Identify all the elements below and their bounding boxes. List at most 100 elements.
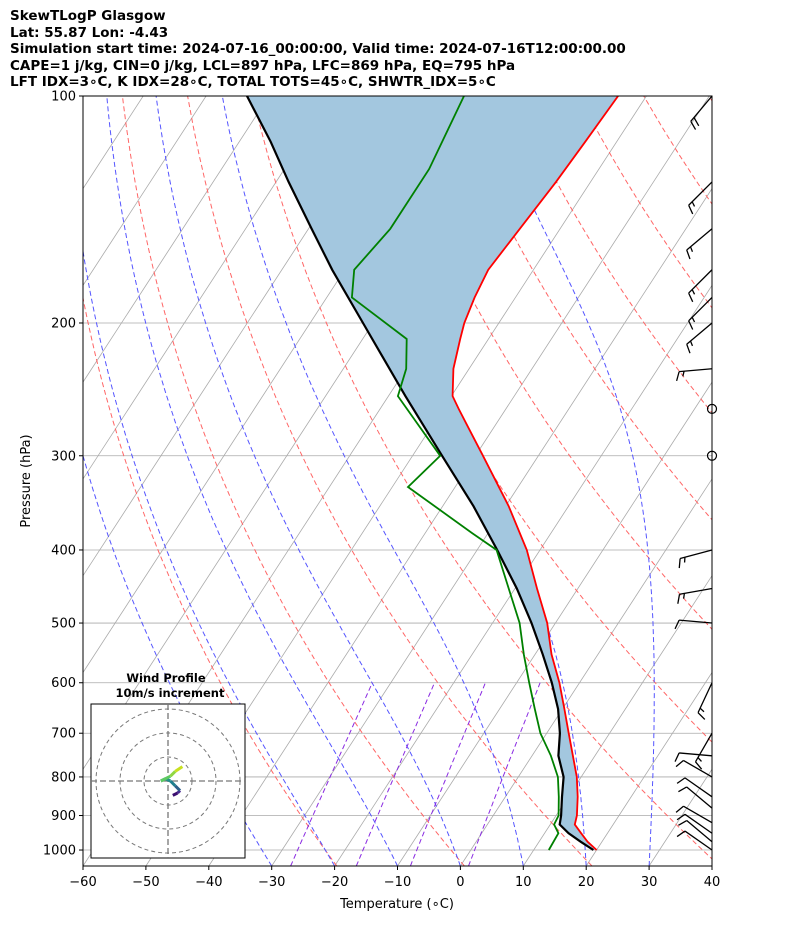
wind-barb-flag	[688, 292, 694, 303]
wind-barb-staff	[686, 786, 713, 809]
y-tick-label: 1000	[43, 844, 76, 859]
wind-barb-flag	[697, 712, 706, 720]
wind-barb-half	[697, 757, 702, 762]
wind-barb-half	[682, 371, 685, 377]
hodograph-segment	[169, 770, 177, 778]
wind-barb-staff	[688, 269, 713, 294]
hodograph-segment	[169, 779, 177, 787]
wind-barb-staff	[686, 228, 713, 251]
wind-barb-staff	[688, 296, 713, 322]
mixing-ratio-line	[409, 682, 486, 866]
x-tick-label: −60	[69, 875, 96, 890]
wind-barb	[688, 181, 713, 215]
isotherm-line	[271, 187, 712, 866]
wind-barb-staff	[684, 777, 713, 798]
dry-adiabat	[578, 96, 712, 309]
hodograph-segment	[172, 791, 179, 797]
plot-area	[0, 96, 794, 866]
wind-barb	[678, 786, 713, 809]
wind-barb	[678, 549, 713, 569]
y-tick-label: 900	[51, 809, 76, 824]
moist-adiabat	[83, 248, 336, 866]
wind-barb-flag	[674, 752, 680, 762]
wind-barb-staff	[683, 759, 713, 778]
wind-barb	[688, 296, 713, 330]
wind-barb-staff	[697, 682, 713, 713]
wind-barb	[676, 777, 713, 798]
wind-barb-flag	[688, 204, 694, 215]
wind-barb	[675, 805, 713, 824]
wind-barb-flag	[688, 320, 694, 330]
wind-barb-staff	[679, 752, 713, 757]
wind-barb	[694, 732, 713, 770]
moist-adiabat	[155, 96, 461, 866]
wind-barb	[675, 368, 713, 382]
wind-barb-flag	[676, 830, 686, 838]
dry-adiabat	[708, 96, 712, 102]
x-axis: −60 −50 −40 −30 −20 −10 0 10 20 30 40	[69, 866, 720, 890]
isotherm-line	[0, 96, 17, 866]
wind-barb-half	[691, 289, 696, 295]
y-tick-label: 300	[51, 449, 76, 464]
wind-barb-flag	[675, 759, 684, 768]
wind-profile-inset: Wind Profile 10m/s increment	[90, 671, 246, 859]
wind-barb-flag	[686, 343, 691, 354]
x-tick-label: 30	[641, 875, 658, 890]
parcel-line	[246, 96, 594, 851]
wind-barb-flag	[690, 120, 697, 130]
moist-adiabat	[221, 96, 524, 866]
moist-adiabat	[711, 862, 712, 866]
chart-title: SkewTLogP Glasgow	[10, 8, 166, 24]
x-tick-label: −30	[258, 875, 285, 890]
x-axis-label: Temperature (∘C)	[339, 897, 454, 912]
moist-adiabat	[775, 96, 794, 866]
y-tick-label: 600	[51, 676, 76, 691]
dry-adiabat	[512, 96, 712, 414]
isotherm-line	[334, 284, 712, 866]
dry-adiabat	[83, 295, 338, 866]
wind-barb	[688, 269, 713, 303]
isotherm-line	[460, 478, 712, 866]
wind-barbs	[674, 95, 718, 851]
wind-barb	[674, 619, 713, 630]
wind-barb-flag	[677, 594, 681, 604]
isotherm-line	[83, 96, 333, 480]
wind-barb-flag	[678, 786, 688, 793]
wind-barb-staff	[694, 732, 713, 763]
wind-barb	[674, 752, 713, 762]
hodograph-segment	[174, 784, 182, 792]
wind-barb-half	[689, 340, 694, 347]
wind-barb-staff	[684, 830, 713, 851]
dry-adiabat	[643, 96, 712, 205]
y-tick-label: 200	[51, 316, 76, 331]
dry-adiabat	[187, 96, 593, 866]
wind-barb-staff	[679, 587, 713, 595]
hodograph-segment	[160, 774, 172, 783]
isotherm-line	[522, 574, 712, 866]
cape-line: CAPE=1 j/kg, CIN=0 j/kg, LCL=897 hPa, LF…	[10, 57, 516, 74]
x-tick-label: −10	[384, 875, 411, 890]
wind-barb	[676, 813, 713, 834]
y-tick-label: 400	[51, 543, 76, 558]
wind-barb	[675, 759, 713, 778]
wind-barb-staff	[690, 95, 713, 122]
wind-barb-staff	[686, 820, 713, 843]
wind-barb	[690, 95, 713, 130]
x-tick-label: 10	[515, 875, 532, 890]
y-tick-label: 500	[51, 617, 76, 632]
dry-adiabat	[121, 96, 465, 866]
isotherm-line	[397, 381, 712, 866]
mixing-ratio-line	[468, 682, 541, 866]
location-line: Lat: 55.87 Lon: -4.43	[10, 24, 169, 41]
isotherm-line	[0, 96, 80, 866]
mixing-ratio-line	[355, 682, 435, 866]
isotherm-line	[648, 768, 712, 866]
inset-subtitle: 10m/s increment	[116, 686, 225, 700]
isotherm-line	[83, 96, 270, 383]
wind-barb-flag	[678, 819, 688, 826]
hodograph-segment	[176, 789, 182, 795]
y-axis: 1000 900 800 700 600 500 400 300 200 100	[43, 90, 83, 859]
wind-barb-staff	[679, 368, 713, 373]
wind-barb-flag	[676, 813, 686, 821]
